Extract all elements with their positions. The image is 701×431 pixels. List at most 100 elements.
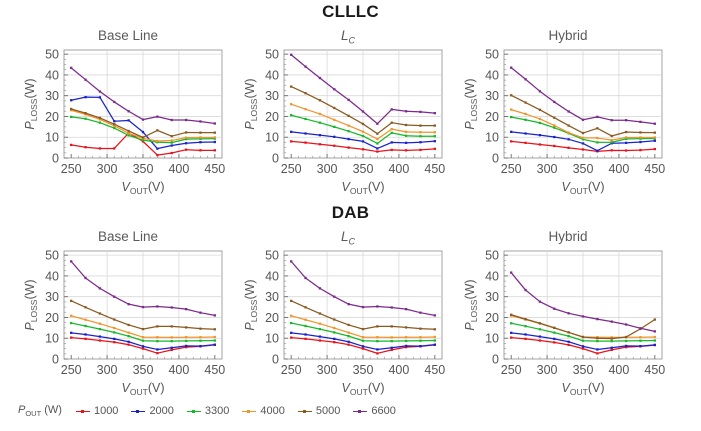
series-marker-1000: [433, 147, 436, 151]
series-marker-4000: [156, 336, 159, 339]
series-marker-6600: [433, 111, 436, 115]
series-marker-5000: [581, 335, 585, 339]
x-tick-label: 300: [97, 363, 118, 377]
x-tick-label: 300: [317, 162, 338, 176]
series-marker-4000: [433, 131, 436, 134]
legend-item-6600: 6600: [353, 405, 396, 417]
series-marker-6600: [553, 100, 556, 104]
series-marker-6600: [170, 118, 173, 122]
series-marker-2000: [98, 96, 102, 99]
y-tick-label: 0: [492, 152, 499, 166]
series-marker-3300: [213, 339, 216, 342]
series-group: [70, 66, 216, 157]
series-marker-6600: [376, 122, 379, 125]
series-marker-3300: [610, 141, 613, 144]
series-marker-1000: [113, 147, 116, 150]
legend-swatch-6600: [353, 409, 368, 413]
series-group: [290, 53, 436, 153]
series-marker-2000: [596, 149, 599, 152]
series-marker-2000: [639, 344, 642, 348]
series-marker-1000: [170, 151, 173, 155]
series-marker-6600: [390, 108, 393, 111]
series-marker-2000: [610, 346, 613, 349]
series-marker-2000: [141, 130, 145, 134]
series-marker-4000: [610, 336, 613, 339]
y-tick-label: 10: [485, 131, 499, 145]
series-marker-6600: [199, 311, 202, 314]
series-marker-5000: [290, 299, 293, 302]
series-marker-3300: [419, 135, 422, 138]
plot-area: 250 300 350 400 450 0 10 20 30 40 50 VOUT(V) PLOSS(W…: [23, 48, 225, 196]
legend-swatch-5000: [297, 409, 312, 413]
series-marker-3300: [433, 135, 436, 138]
series-marker-5000: [553, 116, 556, 119]
series-marker-4000: [70, 109, 73, 112]
series-marker-3300: [98, 327, 102, 331]
series-marker-2000: [141, 345, 145, 348]
x-tick-label: 250: [61, 363, 82, 377]
series-marker-2000: [581, 345, 585, 348]
legend-item-2000: 2000: [131, 405, 174, 418]
series-marker-1000: [553, 144, 556, 148]
series-marker-4000: [581, 136, 585, 140]
x-tick-label: 350: [573, 363, 594, 377]
y-axis-title: PLOSS(W): [23, 279, 39, 330]
series-marker-5000: [156, 325, 159, 328]
series-marker-1000: [361, 148, 365, 151]
series-marker-2000: [290, 331, 293, 334]
series-marker-6600: [156, 305, 159, 308]
series-marker-4000: [524, 112, 527, 116]
y-tick-label: 20: [45, 110, 59, 124]
y-tick-label: 40: [265, 68, 279, 82]
series-marker-2000: [98, 335, 102, 338]
y-tick-label: 40: [485, 68, 499, 82]
series-marker-6600: [213, 122, 216, 125]
series-marker-3300: [84, 117, 87, 120]
series-marker-4000: [376, 336, 379, 339]
legend-swatch-1000: [75, 409, 90, 413]
series-marker-3300: [333, 125, 336, 128]
series-marker-2000: [170, 346, 173, 349]
legend-swatch-3300: [186, 409, 201, 413]
series-marker-4000: [127, 132, 130, 135]
series-marker-1000: [141, 140, 145, 143]
series-marker-4000: [84, 318, 87, 321]
series-marker-3300: [70, 321, 73, 325]
series-marker-5000: [538, 108, 542, 111]
series-marker-5000: [524, 317, 527, 321]
series-marker-5000: [84, 111, 87, 115]
legend-label-3300: 3300: [204, 405, 230, 418]
series-marker-1000: [127, 343, 130, 346]
series-marker-3300: [347, 130, 350, 133]
y-tick-label: 30: [485, 290, 499, 304]
series-marker-6600: [333, 295, 336, 298]
series-marker-3300: [70, 115, 73, 119]
x-tick-label: 350: [573, 162, 594, 176]
series-marker-1000: [170, 348, 173, 352]
x-axis-title: VOUT(V): [342, 381, 385, 397]
legend-swatch-2000: [131, 409, 146, 413]
series-marker-6600: [304, 65, 307, 68]
series-marker-5000: [510, 313, 513, 316]
series-marker-3300: [376, 339, 379, 343]
legend-label-2000: 2000: [149, 405, 174, 418]
series-marker-4000: [113, 124, 116, 127]
series-marker-3300: [624, 339, 628, 343]
y-tick-label: 20: [265, 311, 279, 325]
series-marker-4000: [639, 136, 642, 139]
series-marker-6600: [653, 330, 656, 333]
series-marker-1000: [390, 348, 393, 352]
y-tick-label: 10: [265, 131, 279, 145]
series-marker-5000: [156, 129, 159, 132]
series-marker-1000: [318, 143, 322, 146]
series-marker-6600: [538, 300, 542, 303]
series-marker-6600: [318, 287, 322, 290]
series-marker-4000: [419, 336, 422, 339]
series-marker-4000: [170, 336, 173, 339]
series-marker-1000: [404, 346, 408, 349]
series-marker-2000: [333, 135, 336, 138]
series-marker-6600: [567, 312, 570, 315]
y-axis-title: PLOSS(W): [463, 279, 479, 330]
series-marker-5000: [333, 106, 336, 110]
series-marker-4000: [98, 118, 102, 121]
